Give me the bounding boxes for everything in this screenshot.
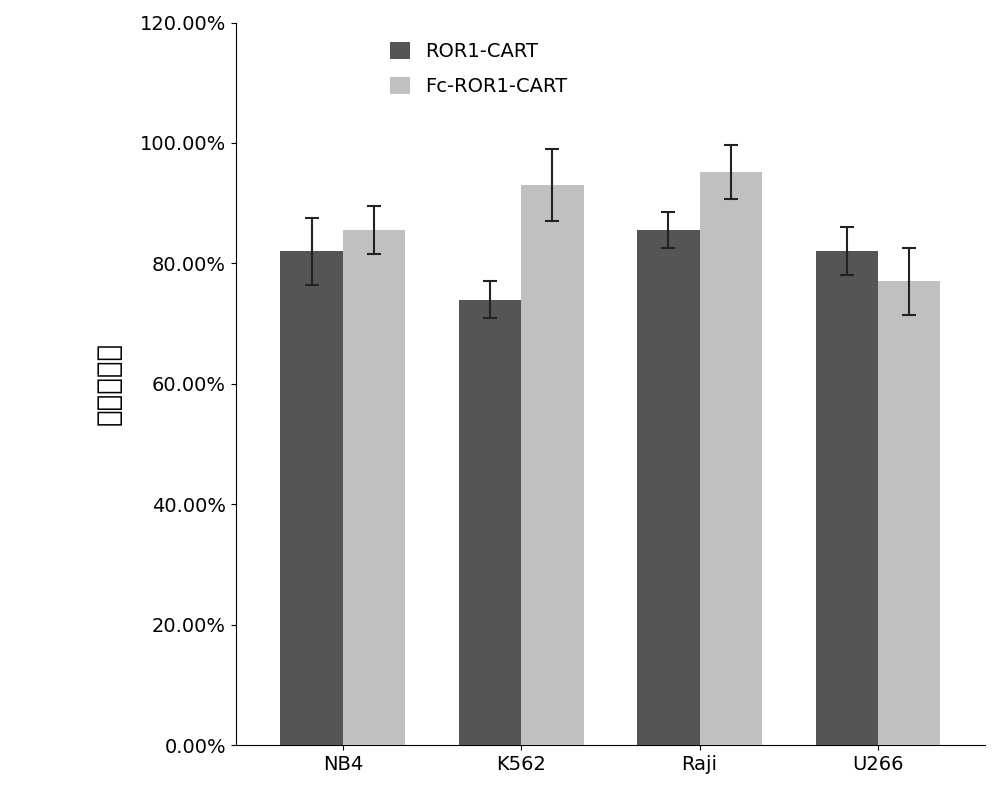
Bar — [280, 252, 343, 746]
Bar — [700, 172, 762, 746]
Bar — [878, 282, 940, 746]
Bar — [459, 300, 521, 746]
Bar — [637, 230, 700, 746]
Bar — [521, 185, 584, 746]
Bar — [816, 252, 878, 746]
Legend: ROR1-CART, Fc-ROR1-CART: ROR1-CART, Fc-ROR1-CART — [380, 32, 577, 106]
Y-axis label: 细胞杀伤率: 细胞杀伤率 — [95, 342, 123, 425]
Bar — [343, 230, 405, 746]
